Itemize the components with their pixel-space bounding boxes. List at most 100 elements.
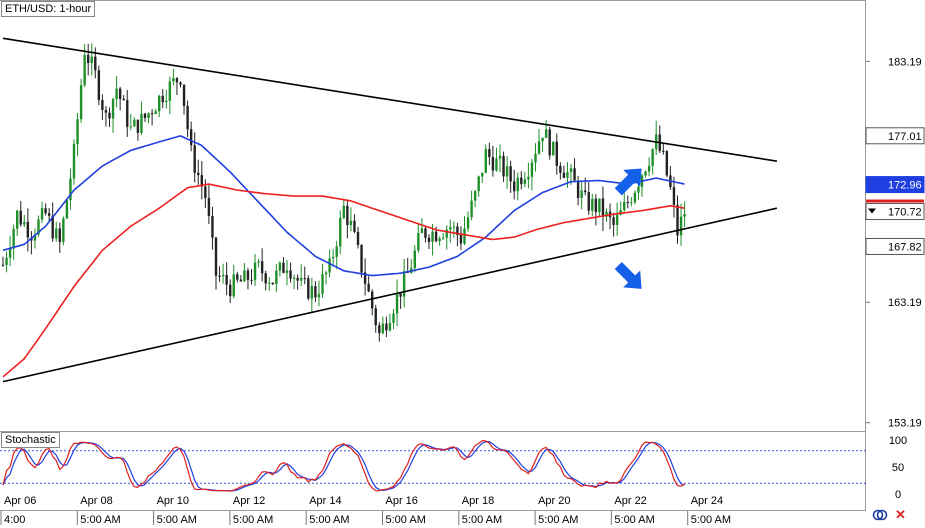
candle [165,100,168,103]
candle [442,237,445,239]
candle [104,109,108,113]
y-tick-label: 153.19 [888,418,922,430]
candle [264,273,267,284]
candle [225,275,228,285]
candle [23,221,26,225]
ma-red-line [2,183,685,378]
candle [445,229,448,238]
candle [555,141,558,166]
trendline-upper [2,37,778,162]
candle [268,282,271,284]
candle [452,226,456,228]
x-tick-time: 5:00 AM [691,514,731,525]
candle [172,78,175,82]
candle [509,166,512,182]
candle [90,56,93,63]
candle [541,137,544,142]
candle [12,228,15,249]
candle [47,213,51,216]
candle [335,246,338,257]
candle [623,201,626,211]
candle [402,271,406,297]
x-axis: Apr 06 4:00 Apr 08 5:00 AM Apr 10 5:00 AM Apr … [0,495,731,526]
candle [87,54,90,63]
stoch-tick-label: 50 [892,462,904,474]
y-tick-label: 163.19 [888,297,922,309]
candle [679,216,683,236]
candle [569,168,573,173]
candle [161,95,164,103]
x-tick-date: Apr 06 [4,495,36,507]
candle [356,231,360,245]
candle [576,180,580,199]
candle [477,176,480,192]
price-tag-label: 170.72 [888,207,922,219]
price-tag-label: 177.01 [888,131,922,143]
y-axis: 183.19 163.19 153.19 177.01 172.96 170.72 167.… [865,56,925,430]
candle [129,126,132,128]
candle [97,70,101,101]
candle [143,113,147,118]
candle [214,237,218,276]
candle [463,228,466,244]
candle [331,256,335,259]
candle [491,157,495,171]
candle [353,220,356,232]
price-tag: 177.01 [865,127,925,145]
candle [672,187,676,205]
candle [644,171,647,176]
ma-blue-line [2,135,685,277]
candle [232,274,235,297]
candle [662,150,665,152]
candle [484,149,487,173]
x-tick-date: Apr 22 [614,495,646,507]
candle [122,98,125,101]
x-tick-date: Apr 16 [386,495,418,507]
indicator-label: Stochastic [1,432,60,448]
candle [154,111,157,115]
candle [51,215,54,239]
candle [282,262,285,273]
stochastic-layer [0,439,866,492]
candle [62,218,65,243]
candle [605,211,608,217]
candle [562,172,566,178]
candle [236,274,239,280]
chart-title: ETH/USD: 1-hour [1,1,96,17]
sync-icon[interactable] [871,508,889,522]
candle [438,238,441,242]
candle [101,100,104,110]
candle [147,113,150,118]
candle [516,177,519,192]
x-tick-time: 4:00 [4,514,25,525]
candle [584,190,587,192]
candle [150,113,154,115]
candle [94,56,97,71]
candle [498,155,502,159]
candle [633,192,637,203]
price-tag: 167.82 [865,237,925,255]
candle [505,166,509,177]
candle [5,257,8,265]
candle [221,275,225,277]
candle [548,129,551,156]
candle [189,129,193,146]
candle [218,275,221,277]
candle [473,191,477,201]
candle [69,178,72,201]
x-tick-time: 5:00 AM [80,514,120,525]
x-tick-date: Apr 10 [157,495,189,507]
close-icon[interactable]: ✕ [895,507,906,522]
trendlines-layer [2,37,778,383]
candle [502,155,505,177]
candle [520,177,523,184]
x-tick-date: Apr 08 [80,495,112,507]
candle [300,278,303,281]
candle [115,88,118,100]
candle [427,237,431,242]
candle [523,179,527,184]
stoch-tick-label: 100 [889,435,907,447]
candle [424,228,427,238]
